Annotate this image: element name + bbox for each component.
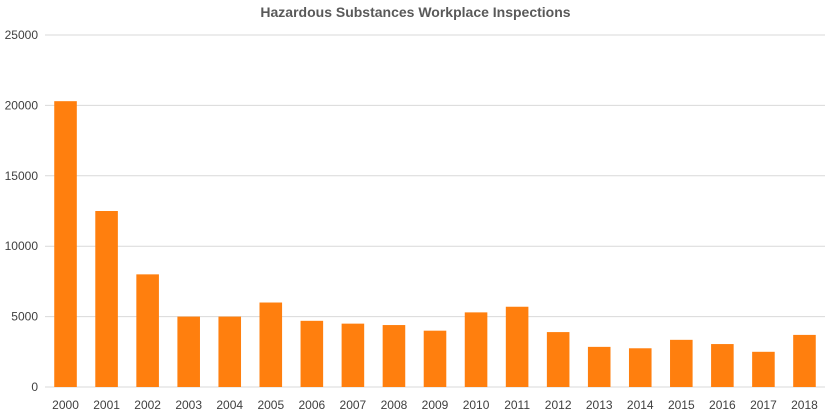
- x-tick-label: 2004: [216, 398, 243, 412]
- x-tick-label: 2005: [257, 398, 284, 412]
- bar-2017: [752, 351, 775, 387]
- bar-2016: [711, 344, 734, 387]
- x-tick-label: 2001: [93, 398, 120, 412]
- bar-2011: [505, 306, 529, 387]
- bar-2014: [628, 348, 652, 387]
- x-tick-label: 2018: [791, 398, 818, 412]
- x-tick-label: 2012: [545, 398, 572, 412]
- bar-2015: [670, 339, 693, 387]
- bar-2018: [793, 334, 816, 387]
- y-tick-label: 25000: [5, 28, 39, 42]
- bar-2010: [464, 312, 488, 387]
- x-tick-label: 2003: [175, 398, 202, 412]
- x-tick-label: 2014: [627, 398, 654, 412]
- x-tick-label: 2008: [381, 398, 408, 412]
- chart-title: Hazardous Substances Workplace Inspectio…: [260, 4, 571, 20]
- bar-2009: [423, 330, 447, 387]
- bar-2007: [341, 323, 365, 387]
- x-tick-label: 2009: [422, 398, 449, 412]
- bar-2001: [95, 211, 118, 387]
- y-tick-label: 20000: [5, 98, 39, 112]
- y-tick-label: 5000: [11, 310, 38, 324]
- x-tick-label: 2015: [668, 398, 695, 412]
- x-tick-label: 2006: [298, 398, 325, 412]
- x-tick-label: 2017: [750, 398, 777, 412]
- y-tick-label: 0: [31, 380, 38, 394]
- bar-2005: [259, 302, 283, 387]
- x-tick-label: 2010: [463, 398, 490, 412]
- y-tick-label: 15000: [5, 169, 39, 183]
- bar-2012: [546, 332, 570, 387]
- x-tick-label: 2000: [52, 398, 79, 412]
- x-tick-label: 2016: [709, 398, 736, 412]
- bar-2000: [54, 101, 77, 388]
- x-tick-label: 2002: [134, 398, 161, 412]
- bar-2002: [136, 274, 159, 387]
- bar-2013: [587, 346, 611, 387]
- x-tick-label: 2007: [340, 398, 367, 412]
- bar-2006: [300, 320, 324, 387]
- bar-2008: [382, 325, 406, 387]
- x-tick-label: 2013: [586, 398, 613, 412]
- x-tick-label: 2011: [504, 398, 530, 412]
- bar-2004: [218, 316, 242, 387]
- y-tick-label: 10000: [5, 239, 39, 253]
- bar-2003: [177, 316, 200, 387]
